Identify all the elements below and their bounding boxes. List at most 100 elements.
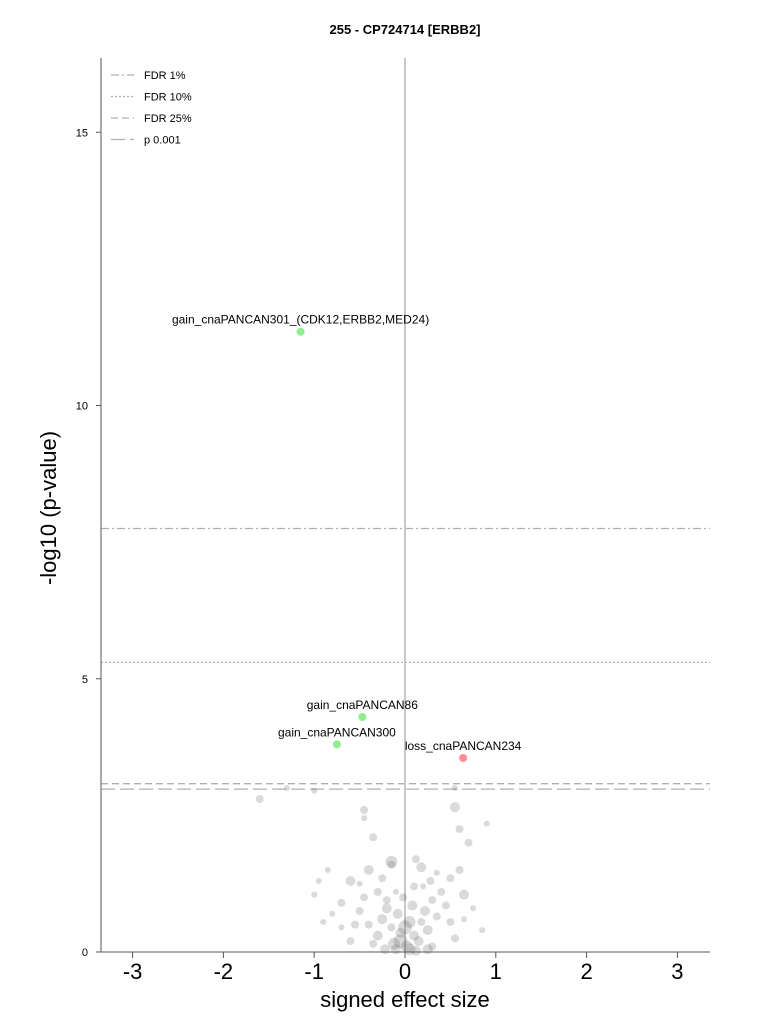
y-tick-label: 10 (76, 401, 88, 413)
data-point (451, 785, 458, 792)
data-point (351, 920, 360, 929)
x-tick-label: -1 (304, 959, 324, 984)
x-ticks: -3 -2 -1 0 1 2 3 (123, 952, 684, 984)
data-point (320, 918, 327, 925)
x-tick-label: -2 (214, 959, 234, 984)
data-point (311, 891, 318, 898)
data-point (455, 866, 464, 875)
legend-label: FDR 25% (144, 113, 192, 125)
data-point (393, 934, 408, 949)
data-point (324, 867, 331, 874)
data-point (382, 896, 391, 905)
data-point (426, 876, 435, 885)
data-point (390, 944, 401, 955)
data-point (255, 794, 264, 803)
data-point (446, 874, 455, 883)
data-point (311, 787, 318, 794)
point-label: gain_cnaPANCAN301_(CDK12,ERBB2,MED24) (172, 313, 429, 327)
data-point (373, 887, 382, 896)
data-point (392, 908, 403, 919)
data-point (428, 896, 437, 905)
legend-label: FDR 10% (144, 92, 192, 104)
data-point (450, 934, 459, 943)
data-point (410, 882, 419, 891)
data-point (377, 914, 388, 925)
data-point (380, 944, 391, 955)
x-tick-label: 1 (490, 959, 502, 984)
data-point (337, 898, 346, 907)
data-point (372, 930, 383, 941)
data-point (437, 887, 446, 896)
data-point (283, 785, 290, 792)
highlight-point (459, 753, 468, 762)
data-point (413, 936, 424, 947)
data-point (479, 927, 486, 934)
data-point (355, 907, 364, 916)
data-point (422, 944, 433, 955)
data-point (446, 917, 455, 926)
data-point (361, 815, 368, 822)
data-point (420, 883, 427, 890)
data-point (360, 805, 369, 814)
data-point (410, 945, 421, 956)
data-point (356, 880, 363, 887)
data-point (369, 939, 378, 948)
data-point (381, 903, 392, 914)
data-point (422, 925, 433, 936)
data-point (483, 820, 490, 827)
y-tick-label: 0 (82, 947, 88, 959)
data-point (411, 855, 420, 864)
y-ticks: 0 5 10 15 (76, 127, 101, 959)
data-point (387, 860, 396, 869)
data-point (461, 916, 468, 923)
highlight-point (332, 740, 341, 749)
data-point (403, 915, 416, 928)
data-point (338, 924, 345, 931)
data-point (441, 901, 450, 910)
data-point (399, 893, 408, 902)
data-point (392, 888, 399, 895)
data-point (416, 862, 427, 873)
y-tick-label: 5 (82, 674, 88, 686)
point-label: gain_cnaPANCAN300 (278, 725, 396, 739)
data-point (428, 942, 437, 951)
data-point (449, 802, 460, 813)
legend-label: FDR 1% (144, 70, 186, 82)
chart-title: 255 - CP724714 [ERBB2] (329, 22, 480, 37)
data-point (455, 825, 464, 834)
data-point (378, 874, 387, 883)
data-point (464, 838, 473, 847)
point-label: loss_cnaPANCAN234 (405, 739, 522, 753)
y-axis-label: -log10 (p-value) (36, 431, 61, 585)
data-point (398, 920, 412, 935)
data-point (407, 900, 418, 911)
x-axis-label: signed effect size (320, 987, 490, 1012)
highlighted-points: gain_cnaPANCAN301_(CDK12,ERBB2,MED24)gai… (172, 313, 522, 762)
background-points (255, 785, 490, 956)
data-point (363, 865, 374, 876)
highlight-point (358, 713, 367, 722)
data-point (419, 906, 430, 917)
legend-label: p 0.001 (144, 135, 181, 147)
data-point (459, 889, 470, 900)
x-tick-label: -3 (123, 959, 143, 984)
data-point (387, 923, 396, 932)
x-tick-label: 2 (580, 959, 592, 984)
data-point (345, 875, 356, 886)
data-point (433, 869, 440, 876)
y-tick-label: 15 (76, 127, 88, 139)
data-point (346, 937, 355, 946)
data-point (409, 930, 420, 941)
data-point (329, 910, 336, 917)
data-point (315, 877, 322, 884)
legend: FDR 1% FDR 10% FDR 25% p 0.001 (111, 70, 192, 147)
data-point (470, 905, 477, 912)
data-point (395, 927, 406, 938)
data-point (360, 893, 369, 902)
data-point (388, 937, 401, 950)
point-label: gain_cnaPANCAN86 (307, 698, 419, 712)
x-tick-label: 0 (399, 959, 411, 984)
data-point (432, 912, 441, 921)
data-point (417, 917, 426, 926)
